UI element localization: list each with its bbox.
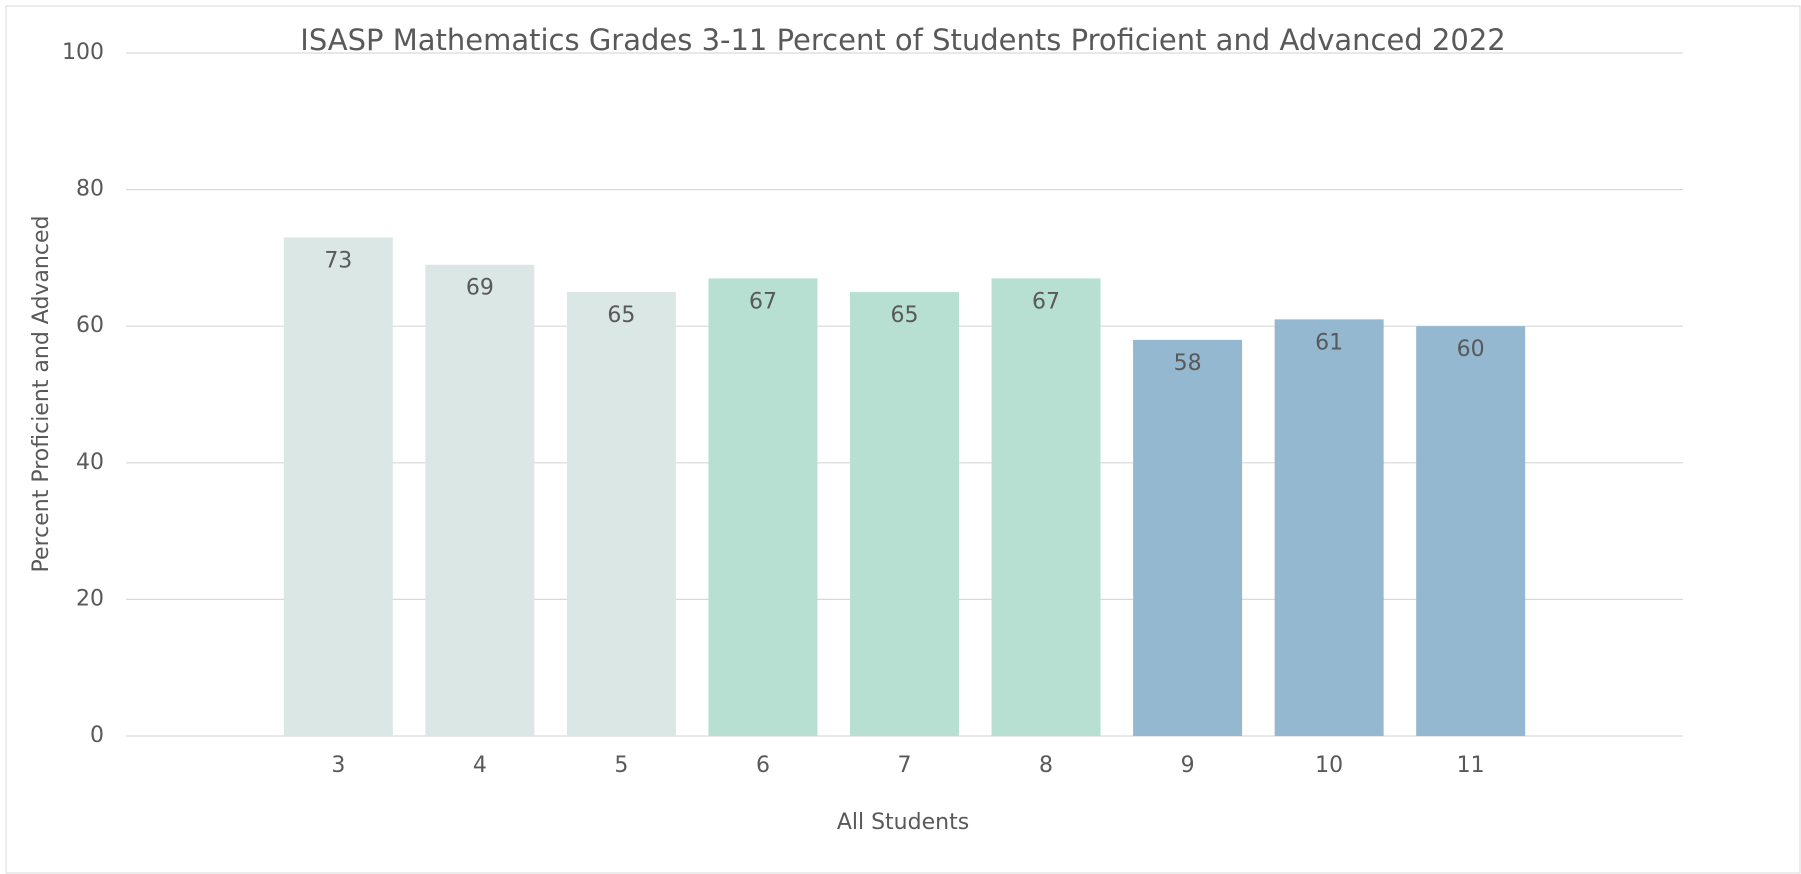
x-tick-label: 8 [1039, 753, 1053, 778]
data-label: 67 [749, 289, 777, 314]
x-tick-label: 9 [1181, 753, 1195, 778]
bar [708, 278, 818, 736]
y-axis-label: Percent Proficient and Advanced [29, 216, 54, 573]
data-label: 65 [891, 303, 919, 328]
x-tick-label: 7 [898, 753, 912, 778]
chart-title: ISASP Mathematics Grades 3-11 Percent of… [300, 23, 1505, 57]
x-tick-label: 3 [331, 753, 345, 778]
y-tick-label: 20 [76, 586, 104, 611]
x-tick-label: 11 [1457, 753, 1485, 778]
bar [991, 278, 1101, 736]
x-axis-label: All Students [837, 810, 969, 835]
bar [1416, 326, 1526, 736]
x-tick-label: 10 [1315, 753, 1343, 778]
y-tick-label: 80 [76, 177, 104, 202]
bar [1133, 339, 1243, 736]
bar [425, 264, 535, 736]
bar [850, 292, 959, 736]
data-label: 65 [607, 303, 635, 328]
data-label: 61 [1315, 330, 1343, 355]
y-tick-label: 40 [76, 450, 104, 475]
bar [1274, 319, 1384, 736]
data-label: 67 [1032, 289, 1060, 314]
y-tick-label: 100 [62, 40, 104, 65]
bar [566, 292, 676, 736]
data-label: 69 [466, 276, 494, 301]
data-label: 73 [324, 248, 352, 273]
y-tick-label: 0 [90, 723, 104, 748]
x-tick-label: 6 [756, 753, 770, 778]
data-label: 60 [1457, 337, 1485, 362]
y-tick-label: 60 [76, 313, 104, 338]
data-label: 58 [1174, 351, 1202, 376]
bar [283, 237, 393, 736]
x-tick-label: 4 [473, 753, 487, 778]
x-tick-label: 5 [614, 753, 628, 778]
